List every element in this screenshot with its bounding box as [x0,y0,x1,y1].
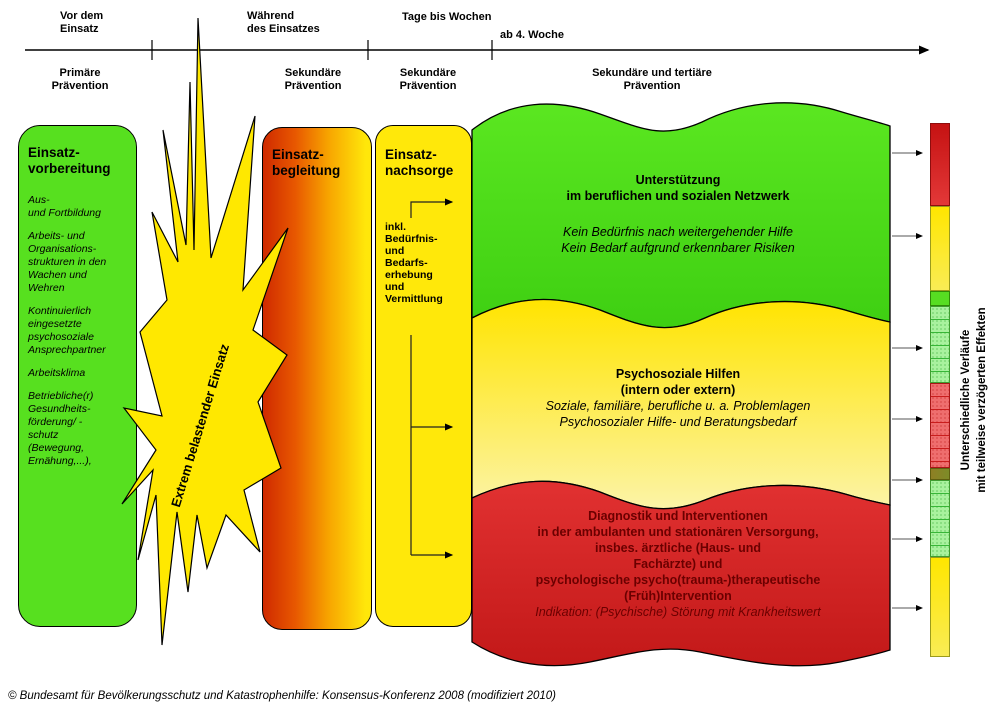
timeline-label-tage-bis-wochen: Tage bis Wochen [402,11,492,23]
preparation-item-list: Aus- und Fortbildung Arbeits- und Organi… [28,194,124,478]
footer-credit: © Bundesamt für Bevölkerungsschutz und K… [8,690,557,702]
prevention-label-primaere: Primäre Prävention [51,67,109,92]
yellow-band-title: Psychosoziale Hilfen (intern oder extern… [615,367,741,397]
legend-bar-segment-red-hatched [930,383,950,468]
preparation-item: Aus- und Fortbildung [28,194,101,219]
legend-bar-segment-olive [930,468,950,480]
starburst-shape [121,17,289,646]
green-band-subtitle: Kein Bedürfnis nach weitergehender Hilfe… [561,225,795,255]
prevention-label-sekundaere-2: Sekundäre Prävention [399,67,457,92]
timeline-label-waehrend-des-einsatzes: Während des Einsatzes [247,10,320,35]
aftercare-arrow-to-green-band [410,198,454,218]
band-red-shape [471,480,891,667]
preparation-item: Arbeitsklima [28,367,86,379]
box-einsatzvorbereitung [18,125,137,627]
legend-bar-segment-yellow-solid [930,206,950,291]
legend-bar-segment-green-hatched-2 [930,480,950,557]
box-title-einsatznachsorge: Einsatz- nachsorge [385,147,454,178]
red-band-subtitle: Indikation: (Psychische) Störung mit Kra… [535,605,821,619]
preparation-item: Kontinuierlich eingesetzte psychosoziale… [28,305,106,356]
box-einsatznachsorge [375,125,472,627]
timeline-label-ab-4-woche: ab 4. Woche [500,29,564,41]
legend-bar-segment-yellow-bottom [930,557,950,657]
yellow-band-subtitle: Soziale, familiäre, berufliche u. a. Pro… [545,399,811,429]
green-band-title: Unterstützung im beruflichen und soziale… [566,173,790,203]
prevention-label-sekundaere-1: Sekundäre Prävention [284,67,342,92]
timeline-label-vor-dem-einsatz: Vor dem Einsatz [60,10,104,35]
box-einsatzbegleitung [262,127,372,630]
legend-bar-segment-red-solid [930,123,950,206]
legend-vertical-label: Unterschiedliche Verläufe mit teilweise … [960,307,988,493]
preparation-item: Betriebliche(r) Gesundheits- förderung/ … [28,390,94,467]
prevention-label-sekundaere-tertiaere: Sekundäre und tertiäre Prävention [592,67,712,92]
box-title-einsatzbegleitung: Einsatz- begleitung [272,147,341,178]
aftercare-note: inkl. Bedürfnis- und Bedarfs- erhebung u… [385,221,443,305]
box-title-einsatzvorbereitung: Einsatz- vorbereitung [28,145,111,176]
red-band-title: Diagnostik und Interventionen in der amb… [535,509,821,603]
legend-bar-segment-green-solid [930,291,950,306]
preparation-item: Arbeits- und Organisations- strukturen i… [28,230,107,294]
legend-bar-segment-green-hatched-1 [930,306,950,383]
